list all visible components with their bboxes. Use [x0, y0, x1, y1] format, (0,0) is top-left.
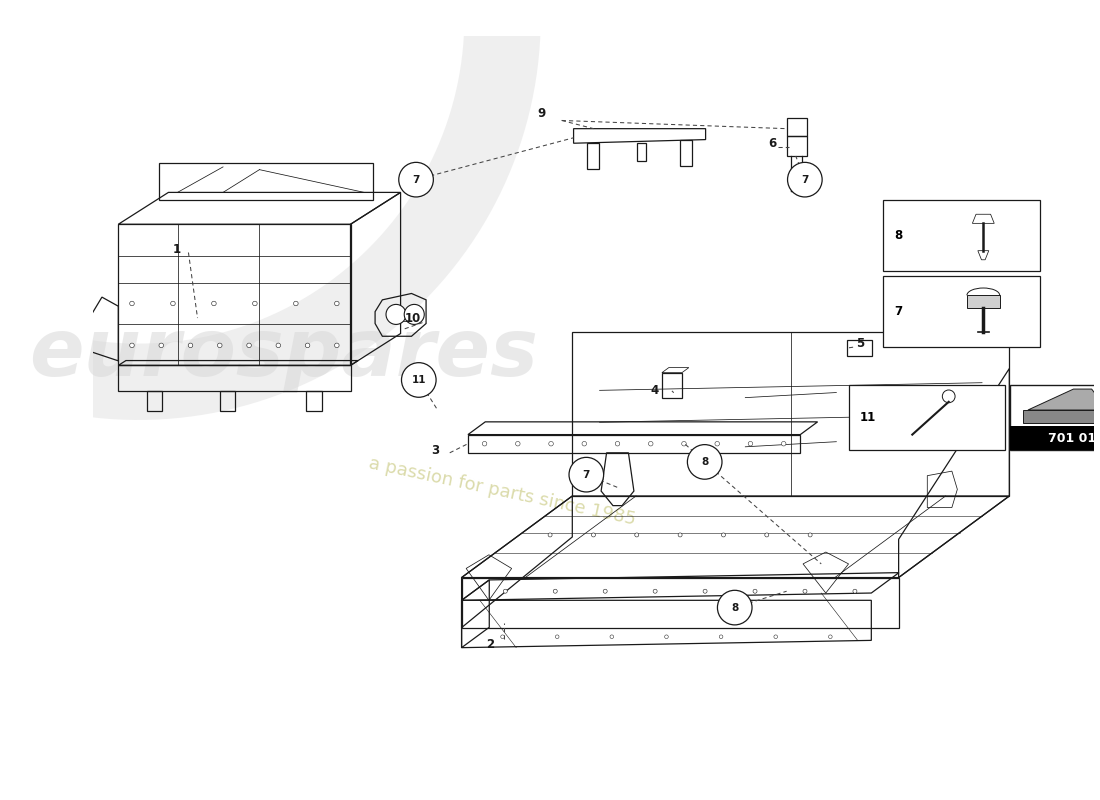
Circle shape [211, 302, 217, 306]
Circle shape [404, 304, 425, 325]
Circle shape [788, 162, 822, 197]
Circle shape [504, 590, 507, 594]
Text: a passion for parts since 1985: a passion for parts since 1985 [367, 454, 638, 528]
Circle shape [386, 304, 406, 325]
Text: 7: 7 [894, 305, 902, 318]
Circle shape [754, 590, 757, 594]
Circle shape [334, 302, 339, 306]
Circle shape [764, 533, 769, 537]
Circle shape [803, 590, 807, 594]
Circle shape [548, 533, 552, 537]
Circle shape [688, 445, 722, 479]
Circle shape [569, 458, 604, 492]
Bar [883, 276, 1040, 347]
Circle shape [715, 442, 719, 446]
Circle shape [482, 442, 487, 446]
Circle shape [553, 590, 558, 594]
Bar [848, 385, 1005, 450]
Circle shape [276, 343, 280, 348]
Polygon shape [1023, 410, 1100, 422]
Bar [883, 200, 1040, 270]
Circle shape [808, 533, 812, 537]
Circle shape [719, 635, 723, 638]
Circle shape [549, 442, 553, 446]
Circle shape [130, 302, 134, 306]
Circle shape [649, 442, 653, 446]
Circle shape [556, 635, 559, 638]
Circle shape [635, 533, 639, 537]
Text: 8: 8 [732, 602, 738, 613]
Circle shape [170, 302, 175, 306]
Circle shape [828, 635, 833, 638]
Text: 5: 5 [856, 337, 865, 350]
Text: 11: 11 [411, 375, 426, 385]
Circle shape [774, 635, 778, 638]
Bar [1010, 385, 1100, 450]
Text: 7: 7 [412, 174, 420, 185]
Circle shape [943, 390, 955, 402]
Circle shape [615, 442, 619, 446]
Circle shape [399, 162, 433, 197]
Circle shape [500, 635, 505, 638]
Text: 7: 7 [583, 470, 590, 480]
Circle shape [678, 533, 682, 537]
Text: 701 01: 701 01 [1048, 432, 1097, 445]
Circle shape [717, 590, 752, 625]
Circle shape [188, 343, 192, 348]
Text: 7: 7 [801, 174, 808, 185]
Circle shape [852, 590, 857, 594]
Circle shape [682, 442, 686, 446]
Circle shape [664, 635, 669, 638]
Circle shape [306, 343, 310, 348]
Polygon shape [967, 295, 1000, 308]
Circle shape [592, 533, 595, 537]
Text: 11: 11 [859, 410, 876, 424]
Text: 8: 8 [894, 229, 902, 242]
Circle shape [218, 343, 222, 348]
Circle shape [781, 442, 786, 446]
Text: 10: 10 [404, 311, 420, 325]
Text: 6: 6 [769, 137, 777, 150]
Text: 1: 1 [173, 243, 182, 256]
Circle shape [253, 302, 257, 306]
Text: eurospares: eurospares [30, 315, 539, 394]
Polygon shape [1027, 389, 1100, 410]
Circle shape [246, 343, 251, 348]
Circle shape [703, 590, 707, 594]
Circle shape [160, 343, 164, 348]
Circle shape [603, 590, 607, 594]
Circle shape [582, 442, 586, 446]
Circle shape [653, 590, 657, 594]
Bar [1010, 426, 1100, 450]
Text: 9: 9 [537, 106, 546, 120]
Circle shape [294, 302, 298, 306]
Text: 3: 3 [431, 443, 440, 457]
Text: 2: 2 [486, 638, 494, 650]
Circle shape [130, 343, 134, 348]
Circle shape [610, 635, 614, 638]
Circle shape [402, 362, 436, 398]
Circle shape [516, 442, 520, 446]
Text: 4: 4 [650, 384, 658, 398]
Text: 8: 8 [701, 457, 708, 467]
Circle shape [748, 442, 752, 446]
Circle shape [334, 343, 339, 348]
Circle shape [722, 533, 726, 537]
